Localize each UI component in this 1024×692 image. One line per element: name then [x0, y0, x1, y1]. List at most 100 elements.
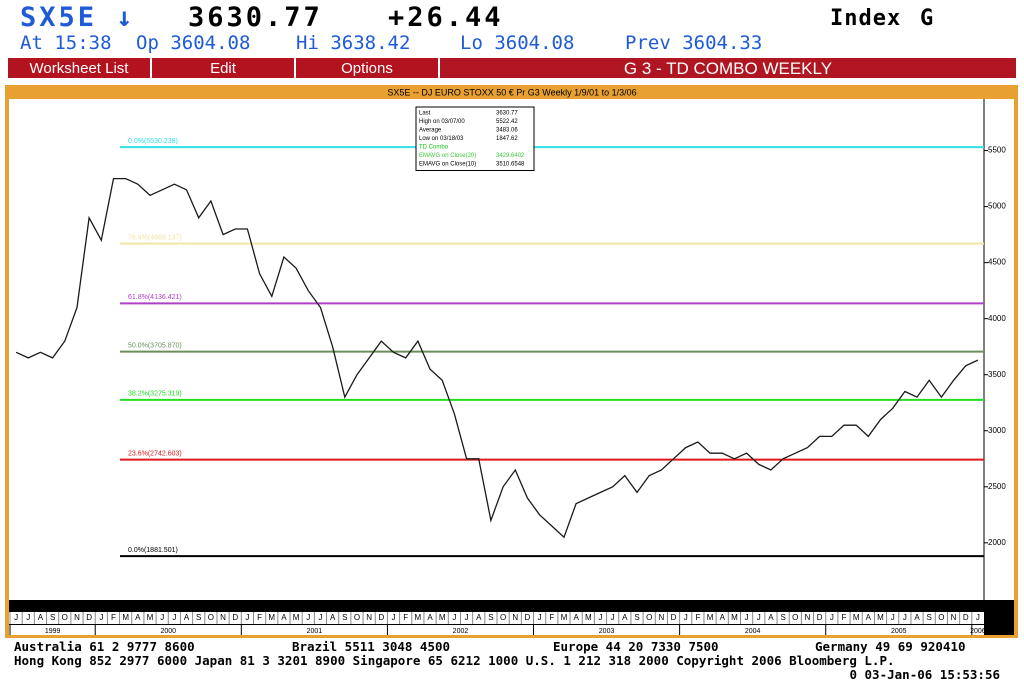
chart-title: SX5E -- DJ EURO STOXX 50 € Pr G3 Weekly … — [387, 87, 636, 97]
legend-frame — [415, 106, 535, 171]
x-tick-label: M — [731, 613, 738, 622]
quote-time: At 15:38 — [20, 32, 112, 54]
legend-value: 3510.6548 — [496, 162, 525, 168]
x-tick-label: D — [232, 613, 238, 622]
legend-label: Average — [419, 128, 442, 134]
x-tick-label: F — [549, 613, 554, 622]
x-tick-label: N — [658, 613, 664, 622]
quote-prev: Prev 3604.33 — [625, 32, 763, 54]
x-tick-label: J — [598, 613, 602, 622]
x-tick-label: O — [62, 613, 68, 622]
screen-title: G 3 - TD COMBO WEEKLY — [439, 57, 1017, 79]
x-tick-label: A — [720, 613, 726, 622]
year-strip — [9, 625, 984, 635]
x-tick-label: A — [476, 613, 482, 622]
x-tick-label: J — [611, 613, 615, 622]
level-label: 0.0%(5530.238) — [128, 138, 178, 145]
level-label: 76.4%(4669.137) — [128, 235, 182, 242]
x-tick-label: A — [281, 613, 287, 622]
y-tick-label: 4000 — [988, 314, 1006, 323]
x-tick-label: S — [634, 613, 639, 622]
footer-timestamp: 0 03-Jan-06 15:53:56 — [849, 667, 1000, 682]
y-tick-label: 4500 — [988, 258, 1006, 267]
price-line — [15, 177, 979, 539]
x-tick-label: O — [792, 613, 798, 622]
year-label: 2004 — [745, 628, 761, 635]
x-tick-label: S — [342, 613, 347, 622]
level-label: 50.0%(3705.870) — [128, 342, 182, 349]
year-label: 2003 — [599, 628, 615, 635]
x-tick-label: N — [951, 613, 957, 622]
x-tick-label: O — [938, 613, 944, 622]
year-label: 2002 — [453, 628, 469, 635]
menu-button[interactable]: Worksheet List — [7, 57, 151, 79]
menu-button[interactable]: Options — [295, 57, 439, 79]
x-tick-label: J — [160, 613, 164, 622]
x-tick-label: M — [853, 613, 860, 622]
x-tick-label: J — [452, 613, 456, 622]
year-label: 1999 — [45, 628, 61, 635]
level-label: 23.6%(2742.603) — [128, 450, 182, 457]
plot-background — [9, 99, 1014, 635]
x-tick-label: A — [184, 613, 190, 622]
x-tick-label: A — [38, 613, 44, 622]
x-tick-label: M — [877, 613, 884, 622]
x-tick-label: M — [585, 613, 592, 622]
x-tick-label: A — [330, 613, 336, 622]
legend-value: 3429.6402 — [496, 153, 525, 159]
x-tick-label: J — [903, 613, 907, 622]
legend-value: 5522.42 — [496, 119, 518, 125]
year-label: 2006 — [970, 628, 986, 635]
year-label: 2005 — [891, 628, 907, 635]
x-tick-label: A — [866, 613, 872, 622]
x-tick-label: A — [135, 613, 141, 622]
legend-label: Low on 03/18/03 — [419, 136, 464, 142]
footer-contact: Australia 61 2 9777 8600 — [14, 639, 195, 654]
x-tick-label: O — [500, 613, 506, 622]
year-label: 2001 — [307, 628, 323, 635]
x-tick-label: J — [318, 613, 322, 622]
x-tick-label: M — [268, 613, 275, 622]
x-tick-label: N — [220, 613, 226, 622]
x-tick-label: M — [439, 613, 446, 622]
footer-contacts: Hong Kong 852 2977 6000 Japan 81 3 3201 … — [14, 653, 895, 668]
legend-label: EMAVG on Close(20) — [419, 153, 476, 159]
x-tick-label: M — [147, 613, 154, 622]
x-tick-label: J — [976, 613, 980, 622]
y-tick-label: 3500 — [988, 370, 1006, 379]
x-tick-label: M — [561, 613, 568, 622]
x-tick-label: J — [306, 613, 310, 622]
x-tick-label: A — [427, 613, 433, 622]
y-tick-label: 5500 — [988, 146, 1006, 155]
x-tick-label: A — [573, 613, 579, 622]
ticker: SX5E ↓ — [20, 2, 136, 33]
x-tick-label: F — [842, 613, 847, 622]
chart: SX5E -- DJ EURO STOXX 50 € Pr G3 Weekly … — [5, 85, 1018, 638]
x-tick-label: D — [817, 613, 823, 622]
x-tick-label: N — [512, 613, 518, 622]
menu-button[interactable]: Edit — [151, 57, 295, 79]
x-tick-label: O — [354, 613, 360, 622]
x-tick-label: J — [891, 613, 895, 622]
x-tick-label: J — [26, 613, 30, 622]
legend-value: 1847.62 — [496, 136, 518, 142]
level-label: 0.0%(1881.501) — [128, 547, 178, 554]
x-tick-label: J — [172, 613, 176, 622]
legend-box: Last 3630.77 High on 03/07/00 5522.42 Averag… — [415, 106, 535, 171]
x-tick-label: S — [927, 613, 932, 622]
x-tick-label: M — [122, 613, 129, 622]
x-tick-label: J — [830, 613, 834, 622]
x-tick-label: J — [757, 613, 761, 622]
y-tick-label: 2500 — [988, 482, 1006, 491]
x-tick-label: J — [538, 613, 542, 622]
legend-value: 3483.06 — [496, 128, 518, 134]
price: 3630.77 — [188, 2, 323, 33]
x-tick-label: D — [378, 613, 384, 622]
x-tick-label: A — [768, 613, 774, 622]
x-tick-label: S — [488, 613, 493, 622]
year-label: 2000 — [160, 628, 176, 635]
x-tick-label: S — [50, 613, 55, 622]
x-tick-label: A — [622, 613, 628, 622]
legend-value: 3630.77 — [496, 111, 518, 117]
